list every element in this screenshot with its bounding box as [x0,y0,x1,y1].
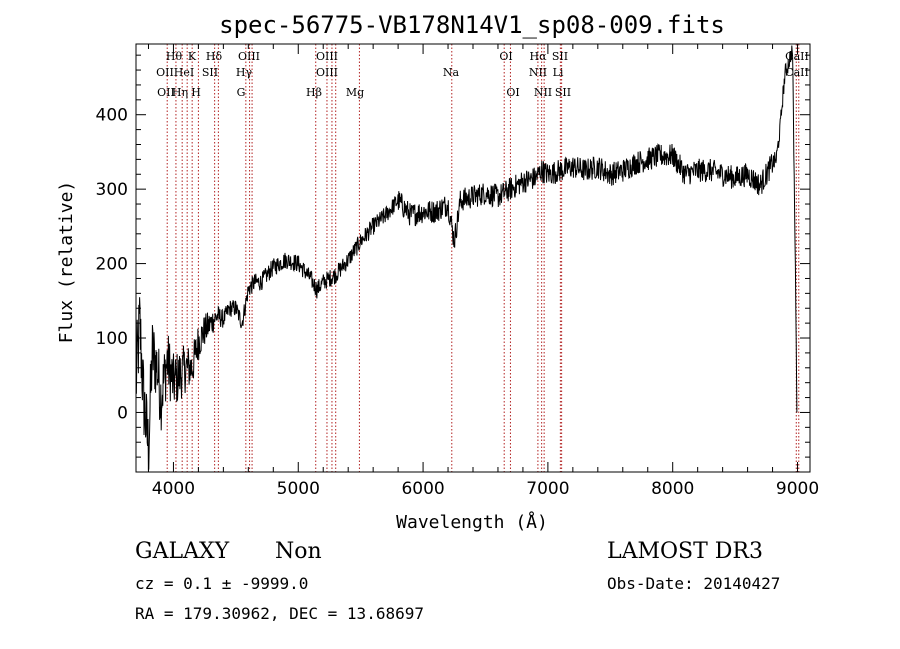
object-class: GALAXY [135,539,230,564]
y-tick-label: 100 [96,329,128,349]
spectral-line-label-row3-1: Hη [172,86,188,99]
y-axis-label: Flux (relative) [56,181,77,344]
spectral-line-label-row2-7: Li [553,66,564,79]
flux-series-group [135,45,798,471]
y-tick-label: 200 [96,255,128,275]
spectral-line-label-row1-0: Hθ [166,50,183,63]
axes: 4000 5000 6000 7000 8000 9000 0 100 200 300 400 [96,43,819,499]
spectral-line-label-row2-4: OIII [316,66,338,79]
y-tick-label: 0 [117,403,128,423]
x-tick-label: 5000 [277,479,320,499]
spectral-line-label-row2-8: CaII [785,66,809,79]
spectral-line-label-row1-6: Hα [529,50,547,63]
y-tick-label: 300 [96,180,128,200]
spectral-line-label-row1-4: OIII [316,50,338,63]
survey-name: LAMOST DR3 [607,539,763,564]
spectral-line-label-row2-3: Hγ [236,66,253,79]
spectral-line-label-row3-2: H [191,86,201,99]
spectral-line-label-row1-7: SII [552,50,568,63]
spectral-line-label-row3-3: G [237,86,246,99]
coordinates-line: RA = 179.30962, DEC = 13.68697 [135,604,424,623]
spectral-line-label-row3-7: NII [534,86,552,99]
spectral-line-label-row2-5: Na [443,66,460,79]
x-tick-label: 4000 [152,479,195,499]
x-tick-label: 6000 [401,479,444,499]
y-tick-label: 400 [96,106,128,126]
spectral-line-label-row3-4: Hβ [306,86,322,99]
spectral-line-label-row3-6: OI [506,86,519,99]
plot-frame [135,43,811,473]
x-axis-label: Wavelength (Å) [396,511,548,533]
object-subclass: Non [275,539,322,564]
spectral-line-label-row3-8: SII [555,86,571,99]
x-tick-label: 7000 [526,479,569,499]
spectral-line-label-row2-0: OII [156,66,174,79]
observation-date: Obs-Date: 20140427 [607,574,780,593]
spectral-line-label-row1-5: OI [499,50,512,63]
spectral-line-label-row2-1: HeI [174,66,194,79]
spectral-line-label-row1-2: Hδ [206,50,223,63]
chart-title: spec-56775-VB178N14V1_sp08-009.fits [219,11,725,39]
spectral-line-label-row2-6: NII [529,66,547,79]
x-tick-label: 9000 [776,479,819,499]
spectral-line-label-row2-2: SII [202,66,218,79]
spectral-line-label-row1-1: K [188,50,197,63]
spectral-line-label-row3-5: Mg [346,86,364,99]
x-tick-label: 8000 [651,479,694,499]
spectral-line-markers [166,44,800,472]
redshift-line: cz = 0.1 ± -9999.0 [135,574,308,593]
spectral-line-label-row3-0: OII [157,86,175,99]
flux-series-line [135,45,798,471]
spectral-line-label-row1-3: OIII [238,50,260,63]
